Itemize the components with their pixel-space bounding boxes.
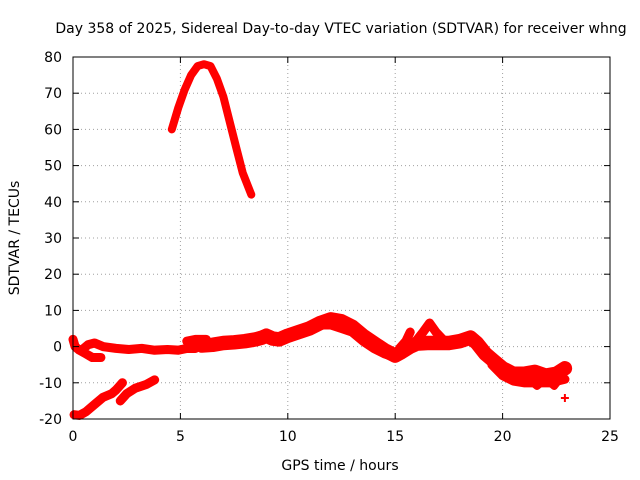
y-tick-label: -20 xyxy=(39,412,62,428)
series-band-f xyxy=(394,327,415,353)
series-arc-low-b xyxy=(115,375,160,406)
y-tick-label: 10 xyxy=(44,303,62,319)
series-band-b xyxy=(77,338,200,355)
y-tick-label: 80 xyxy=(44,50,62,66)
series-arc-low-a xyxy=(69,378,127,420)
y-tick-label: -10 xyxy=(39,376,62,392)
series-band-e xyxy=(304,320,400,363)
y-tick-label: 50 xyxy=(44,159,62,175)
x-tick-label: 10 xyxy=(279,429,297,445)
x-tick-label: 15 xyxy=(386,429,404,445)
x-tick-label: 0 xyxy=(69,429,78,445)
series-band-g xyxy=(401,318,450,355)
y-axis-label: SDTVAR / TECUs xyxy=(7,181,23,296)
series-arc-high xyxy=(167,60,256,199)
data-series xyxy=(68,60,573,420)
x-tick-label: 25 xyxy=(601,429,619,445)
y-tick-label: 30 xyxy=(44,231,62,247)
y-tick-label: 40 xyxy=(44,195,62,211)
axis-ticks: 0 5 10 15 20 25 -20 -10 0 10 20 30 40 50 60 70 80 xyxy=(39,50,619,445)
y-tick-label: 20 xyxy=(44,267,62,283)
outlier-marker xyxy=(560,394,569,403)
y-tick-label: 70 xyxy=(44,86,62,102)
series-band-d xyxy=(194,312,573,383)
y-tick-label: 60 xyxy=(44,122,62,138)
x-tick-label: 5 xyxy=(176,429,185,445)
series-band-i xyxy=(524,372,567,390)
y-tick-label: 0 xyxy=(53,340,62,356)
x-tick-label: 20 xyxy=(494,429,512,445)
grid-lines xyxy=(73,57,610,419)
x-axis-label: GPS time / hours xyxy=(281,458,398,474)
chart-title: Day 358 of 2025, Sidereal Day-to-day VTE… xyxy=(55,21,626,37)
